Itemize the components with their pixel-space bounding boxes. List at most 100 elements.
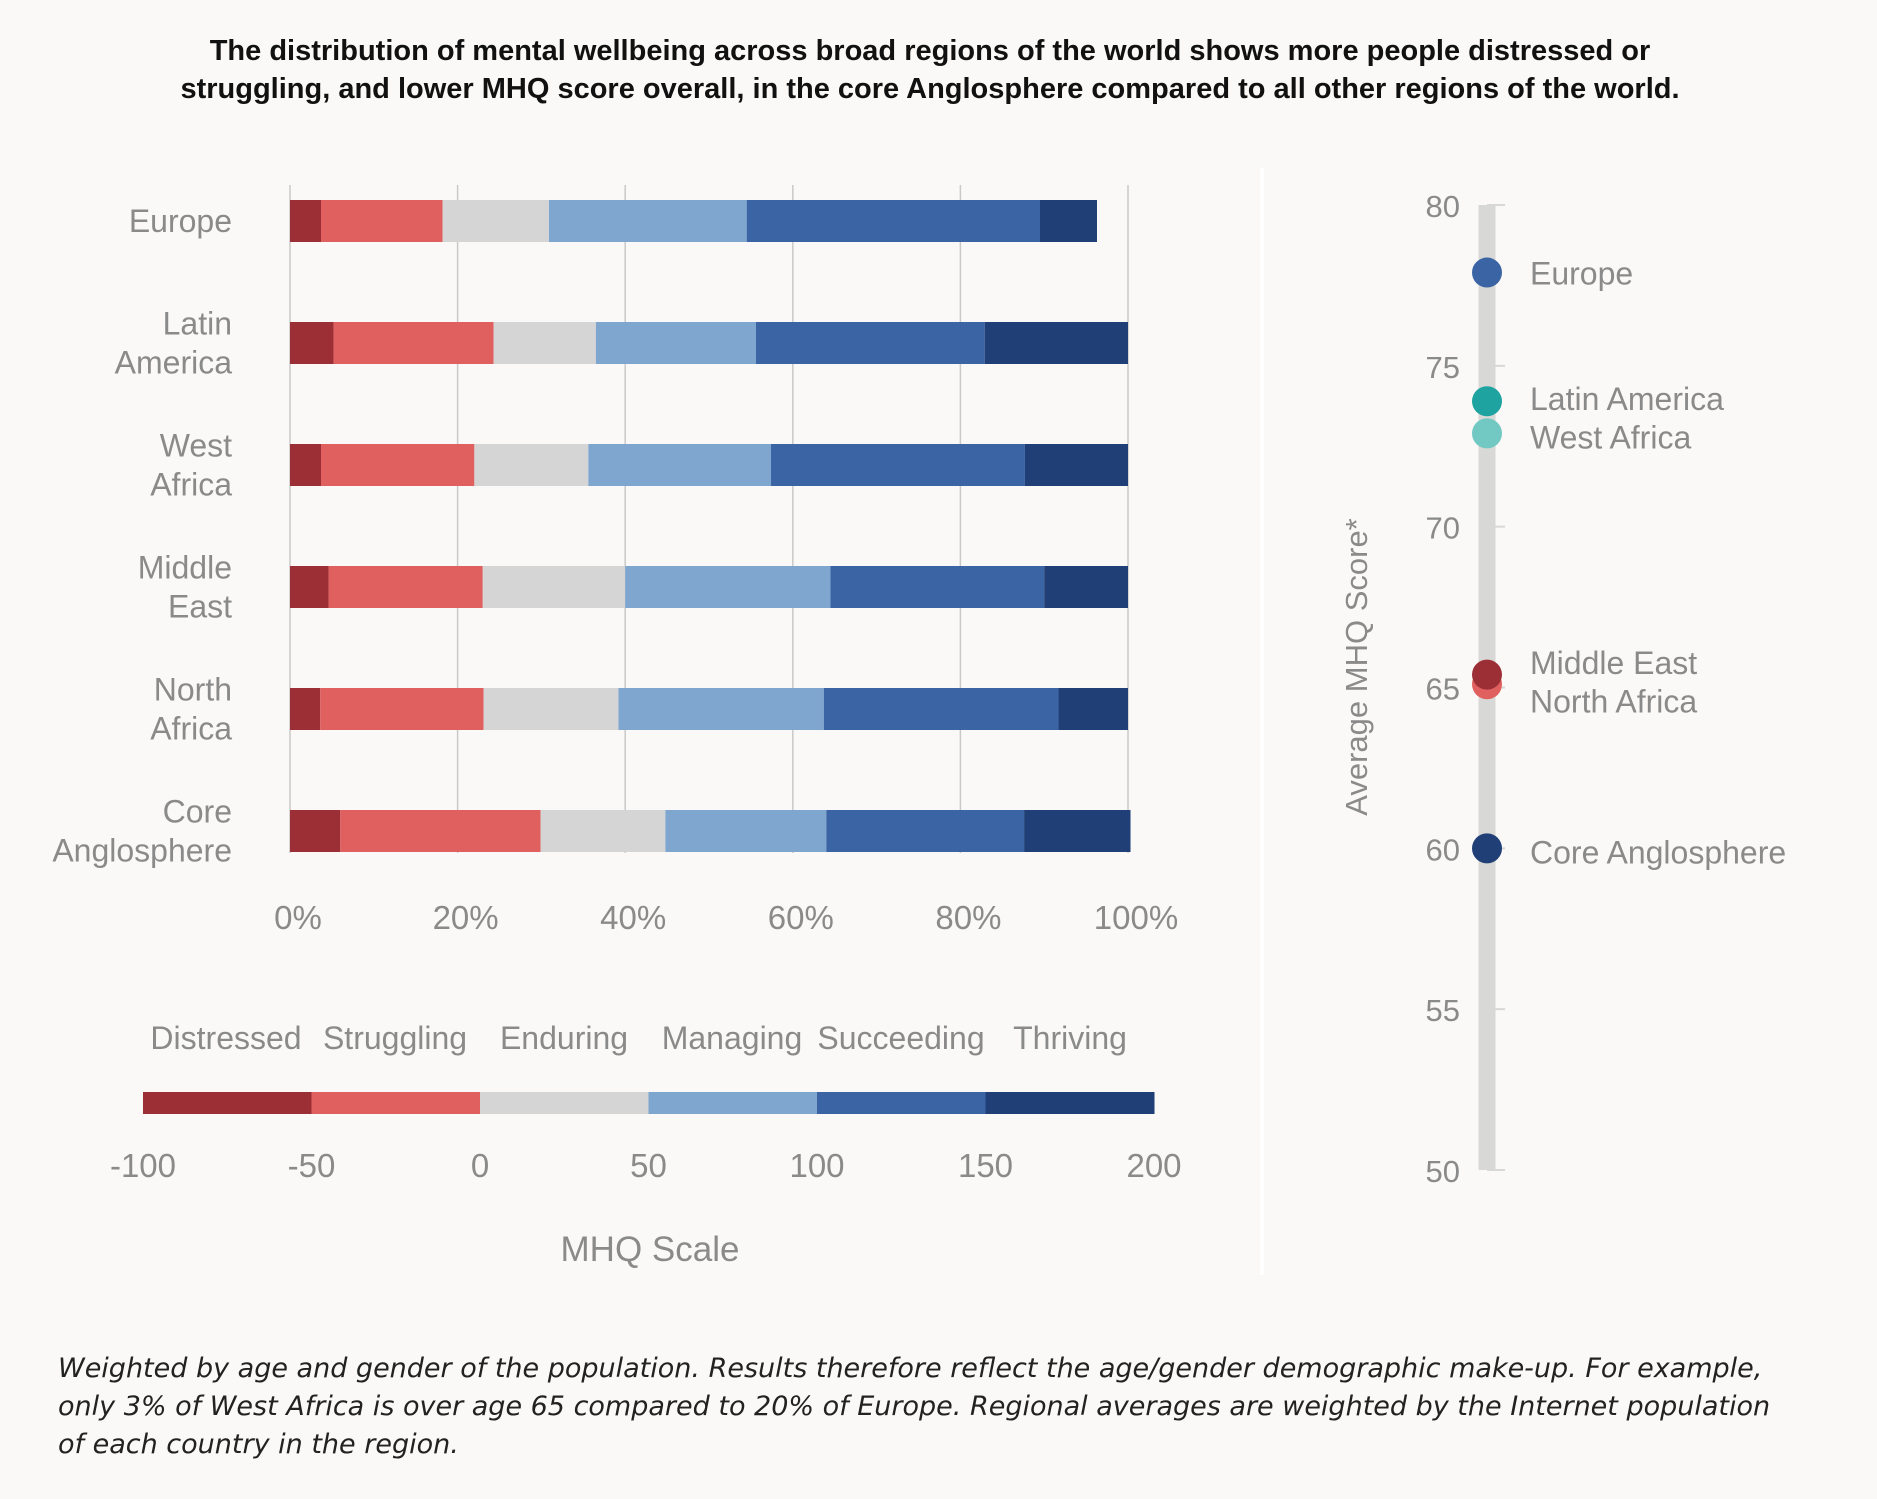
bar-segment [665, 810, 827, 852]
score-tick-label: 65 [1426, 672, 1460, 707]
score-point [1472, 418, 1502, 449]
bar-segment [1058, 688, 1128, 730]
mhq-scale-legend: Distressed Struggling Enduring Managing Succ… [110, 1020, 1182, 1269]
bar-segment [595, 322, 756, 364]
footnote-line-3: of each country in the region. [58, 1429, 459, 1460]
chart-canvas: 0% 20% 40% 60% 80% 100% Europe Latin America West… [52, 185, 1787, 1269]
score-point-label: West Africa [1530, 420, 1691, 456]
bar-segment [290, 688, 321, 730]
category-label-line: Africa [150, 467, 232, 503]
legend-swatch [817, 1092, 986, 1114]
legend-swatch [985, 1092, 1155, 1114]
footnote-line-1: Weighted by age and gender of the popula… [58, 1353, 1763, 1384]
title-line-2: struggling, and lower MHQ score overall,… [180, 73, 1680, 105]
legend-label: Struggling [323, 1020, 467, 1056]
bar-segment [474, 444, 589, 486]
bar-segment [771, 444, 1025, 486]
x-tick-label: 60% [768, 899, 834, 936]
legend-swatch [311, 1092, 481, 1114]
legend-swatch [648, 1092, 818, 1114]
category-label-line: Africa [150, 711, 232, 747]
score-tick-label: 80 [1426, 189, 1460, 224]
scale-tick-label: -50 [288, 1147, 336, 1184]
legend-label: Managing [662, 1020, 803, 1056]
legend-swatch [143, 1092, 312, 1114]
category-label-line: Core [163, 794, 232, 830]
x-tick-label: 20% [433, 899, 499, 936]
scale-tick-label: 50 [630, 1147, 667, 1184]
bar-segment [333, 322, 494, 364]
x-tick-label: 0% [274, 899, 322, 936]
category-label: Middle East [138, 550, 232, 625]
legend-label: Enduring [500, 1020, 628, 1056]
bar-segment [830, 566, 1045, 608]
scale-tick-label: 200 [1126, 1147, 1181, 1184]
category-label-line: East [168, 589, 232, 625]
bar-segment [340, 810, 541, 852]
score-tick-label: 50 [1426, 1154, 1460, 1189]
mhq-score-dot-chart: 80 75 70 65 60 55 50 Average MHQ Score* Europe La… [1339, 189, 1786, 1189]
bar-segment [746, 200, 1041, 242]
x-tick-label: 80% [935, 899, 1001, 936]
score-tick-label: 75 [1426, 350, 1460, 385]
score-tick-label: 55 [1426, 993, 1460, 1028]
category-label: Europe [129, 203, 232, 239]
score-point [1472, 833, 1502, 864]
scale-label: MHQ Scale [561, 1230, 740, 1269]
bar-segment [625, 566, 831, 608]
chart-title: The distribution of mental wellbeing acr… [90, 32, 1770, 108]
category-label: Latin America [115, 306, 233, 381]
category-label-line: Latin [163, 306, 232, 342]
bar-segment [1040, 200, 1097, 242]
bar-segment [483, 688, 619, 730]
title-line-1: The distribution of mental wellbeing acr… [209, 35, 1651, 67]
bar-segment [548, 200, 747, 242]
bar-segment [442, 200, 549, 242]
score-tick-label: 60 [1426, 832, 1460, 867]
bar-segment [290, 322, 334, 364]
bar-segment [826, 810, 1025, 852]
stacked-bar-chart: 0% 20% 40% 60% 80% 100% Europe Latin America West… [52, 185, 1178, 936]
score-point [1472, 386, 1502, 417]
score-point-label: Latin America [1530, 381, 1724, 417]
score-point-label: North Africa [1530, 683, 1697, 719]
score-point [1472, 257, 1502, 288]
category-label-line: America [115, 345, 233, 381]
score-tick-label: 70 [1426, 511, 1460, 546]
bar-segment [493, 322, 596, 364]
x-tick-label: 100% [1094, 899, 1178, 936]
bar-segment [588, 444, 772, 486]
category-label-line: North [154, 672, 232, 708]
x-tick-label: 40% [600, 899, 666, 936]
bar-segment [290, 566, 329, 608]
legend-label: Distressed [150, 1020, 301, 1056]
score-point-label: Middle East [1530, 645, 1697, 681]
scale-tick-label: 100 [789, 1147, 844, 1184]
bar-segment [328, 566, 483, 608]
bar-segment [755, 322, 985, 364]
bar-segment [984, 322, 1128, 364]
bar-segment [1044, 566, 1128, 608]
category-label-line: Middle [138, 550, 232, 586]
footnote: Weighted by age and gender of the popula… [58, 1350, 1838, 1464]
scale-tick-label: -100 [110, 1147, 176, 1184]
bar-segment [290, 444, 322, 486]
bar-segment [482, 566, 626, 608]
category-label-line: Anglosphere [52, 833, 232, 869]
legend-label: Thriving [1013, 1020, 1127, 1056]
category-label: North Africa [150, 672, 232, 747]
bar-segment [290, 810, 341, 852]
score-point [1472, 659, 1502, 690]
footnote-line-2: only 3% of West Africa is over age 65 co… [58, 1391, 1771, 1422]
legend-swatch [480, 1092, 649, 1114]
bar-segment [290, 200, 322, 242]
bar-segment [540, 810, 666, 852]
category-label: West Africa [150, 428, 232, 503]
bar-segment [1024, 444, 1128, 486]
bar-segment [618, 688, 824, 730]
bar-segment [1024, 810, 1131, 852]
score-point-label: Core Anglosphere [1530, 835, 1786, 871]
bar-segment [321, 200, 443, 242]
category-label-line: West [160, 428, 232, 464]
scale-tick-label: 0 [471, 1147, 489, 1184]
